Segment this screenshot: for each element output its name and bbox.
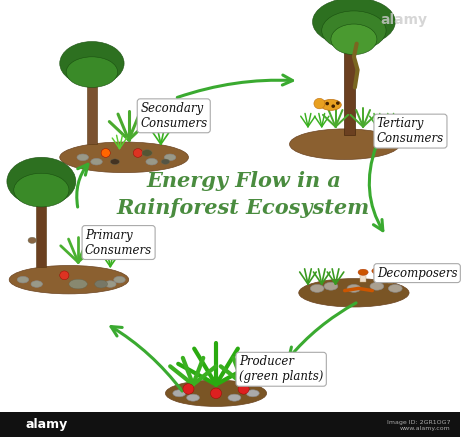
Ellipse shape — [324, 282, 338, 290]
Ellipse shape — [110, 159, 119, 165]
Text: Producer
(green plants): Producer (green plants) — [239, 355, 323, 383]
Ellipse shape — [165, 380, 266, 406]
Text: Energy Flow in a
Rainforest Ecosystem: Energy Flow in a Rainforest Ecosystem — [117, 171, 370, 218]
Text: Decomposers: Decomposers — [377, 267, 457, 280]
Circle shape — [210, 388, 221, 399]
Ellipse shape — [290, 129, 400, 160]
Circle shape — [238, 384, 249, 394]
Text: Primary
Consumers: Primary Consumers — [85, 229, 152, 257]
Ellipse shape — [60, 42, 124, 85]
Ellipse shape — [299, 279, 409, 307]
Circle shape — [60, 271, 69, 280]
Circle shape — [101, 149, 110, 157]
Ellipse shape — [69, 279, 87, 289]
Ellipse shape — [347, 284, 361, 292]
Ellipse shape — [370, 282, 384, 290]
Ellipse shape — [142, 149, 152, 156]
Ellipse shape — [77, 154, 89, 160]
Ellipse shape — [105, 281, 116, 288]
Text: Tertiary
Consumers: Tertiary Consumers — [377, 117, 444, 145]
Circle shape — [133, 149, 143, 157]
Ellipse shape — [320, 100, 341, 110]
Bar — [388, 274, 393, 283]
Ellipse shape — [322, 11, 386, 50]
Text: www.alamy.com: www.alamy.com — [400, 426, 450, 431]
Ellipse shape — [386, 271, 396, 277]
Ellipse shape — [164, 154, 176, 160]
Bar — [374, 272, 380, 281]
Ellipse shape — [358, 269, 368, 275]
Circle shape — [331, 104, 335, 108]
Ellipse shape — [66, 57, 118, 87]
Ellipse shape — [28, 237, 36, 243]
Ellipse shape — [331, 24, 377, 55]
Ellipse shape — [114, 277, 125, 283]
Ellipse shape — [146, 159, 157, 165]
Ellipse shape — [310, 284, 324, 292]
Ellipse shape — [7, 157, 76, 205]
Ellipse shape — [187, 394, 200, 401]
Ellipse shape — [95, 280, 108, 288]
Ellipse shape — [14, 173, 69, 207]
Bar — [36, 192, 46, 267]
Circle shape — [183, 384, 194, 394]
Ellipse shape — [388, 284, 402, 292]
Text: Secondary
Consumers: Secondary Consumers — [140, 102, 207, 130]
Circle shape — [326, 102, 329, 105]
Text: alamy: alamy — [381, 13, 428, 27]
Bar — [360, 273, 366, 282]
Bar — [87, 74, 97, 144]
Circle shape — [336, 101, 340, 105]
Circle shape — [314, 98, 325, 109]
Text: alamy: alamy — [25, 418, 67, 431]
Ellipse shape — [246, 390, 259, 397]
Ellipse shape — [372, 268, 382, 274]
Ellipse shape — [312, 0, 395, 46]
Bar — [0, 412, 460, 437]
Ellipse shape — [60, 142, 189, 173]
Ellipse shape — [161, 159, 170, 164]
Ellipse shape — [228, 394, 241, 401]
Ellipse shape — [173, 390, 186, 397]
Ellipse shape — [9, 266, 129, 294]
Bar — [344, 35, 355, 135]
Ellipse shape — [31, 281, 43, 288]
Ellipse shape — [91, 159, 102, 165]
Text: Image ID: 2GR1OG7: Image ID: 2GR1OG7 — [387, 420, 450, 425]
Ellipse shape — [17, 277, 29, 283]
